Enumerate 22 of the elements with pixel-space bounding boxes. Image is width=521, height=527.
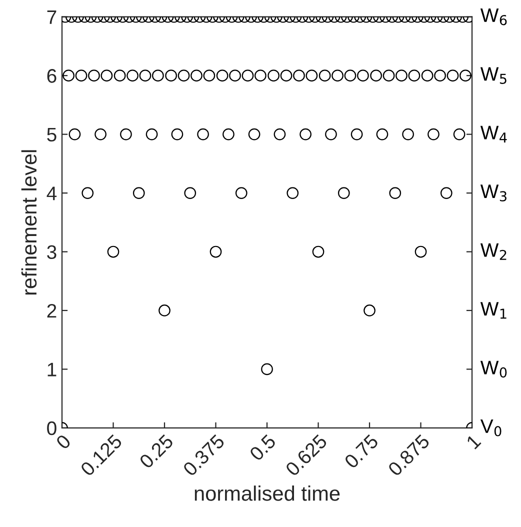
series-label: W$_{6}$ xyxy=(480,8,507,26)
y-tick-label: 0 xyxy=(47,421,56,436)
series-label: V$_{0}$ xyxy=(480,420,502,436)
x-tick-label: 0.75 xyxy=(344,434,380,470)
y-tick-label: 7 xyxy=(47,10,56,24)
series-label: W$_{4}$ xyxy=(480,126,507,142)
x-axis-title: normalised time xyxy=(194,486,340,501)
text: W$_{1}$ xyxy=(480,302,506,319)
y-tick-label: 2 xyxy=(47,304,56,318)
y-tick-label: 5 xyxy=(47,128,56,142)
y-tick-label: 6 xyxy=(47,69,56,83)
x-tick-label: 0.25 xyxy=(138,434,174,470)
y-tick-label: 1 xyxy=(48,362,56,376)
series-label: W$_{3}$ xyxy=(480,184,506,202)
text: W$_{0}$ xyxy=(480,360,507,378)
y-tick-label: 4 xyxy=(46,186,57,200)
x-tick-label: 1 xyxy=(466,434,482,450)
y-tick-label: 3 xyxy=(47,245,56,259)
series-label: W$_{5}$ xyxy=(480,67,506,84)
y-axis-title: refinement level xyxy=(21,150,37,295)
x-tick-label: 0.5 xyxy=(248,434,277,462)
text: W$_{2}$ xyxy=(480,243,506,260)
